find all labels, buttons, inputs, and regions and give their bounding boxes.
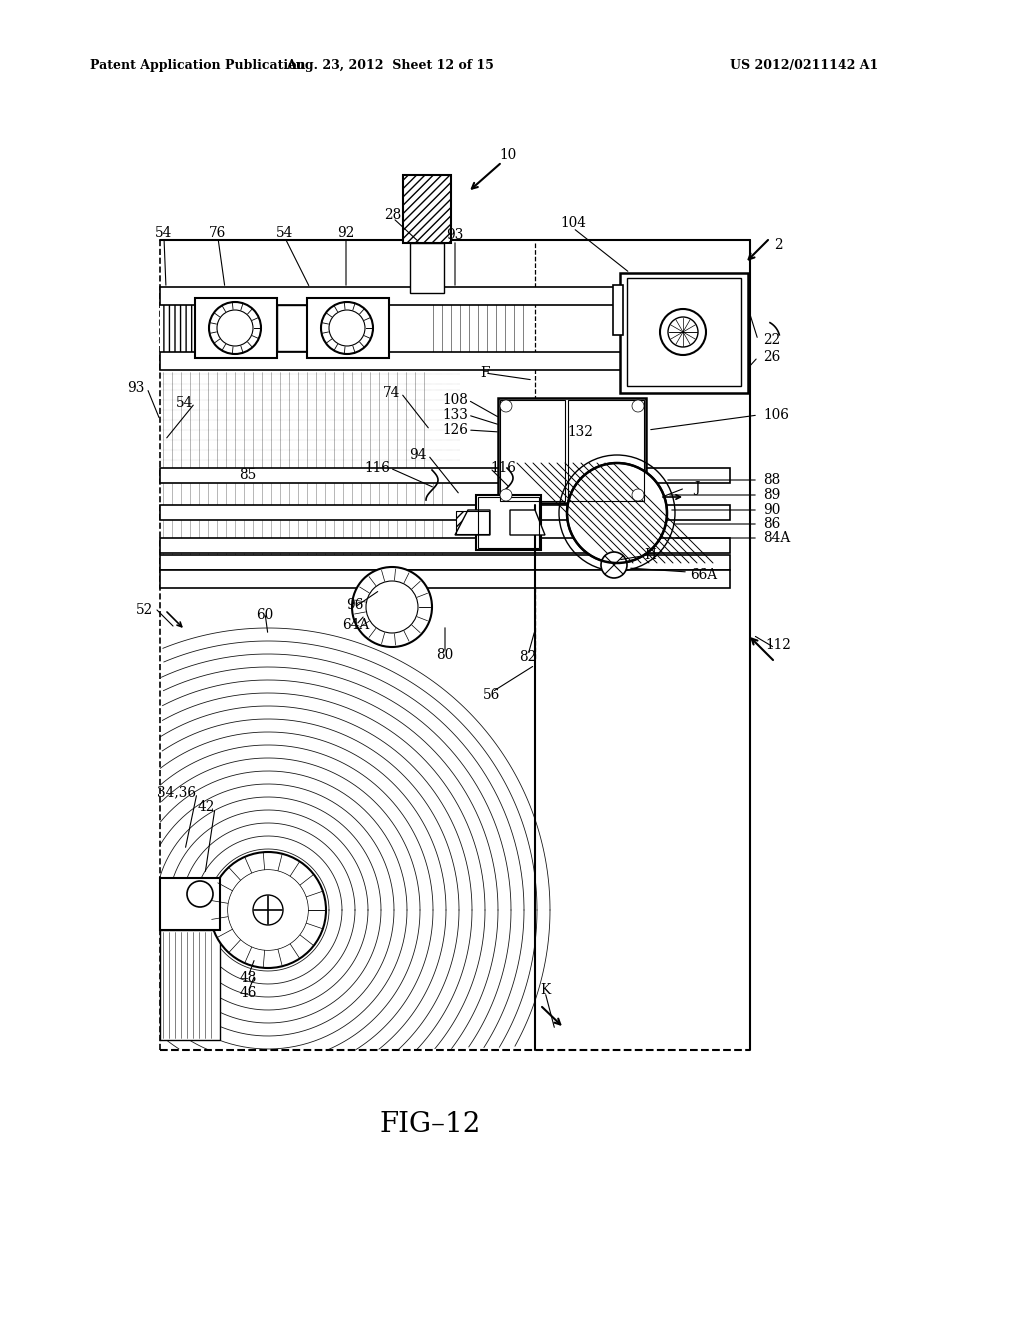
Circle shape xyxy=(632,488,644,502)
Bar xyxy=(160,539,730,553)
Text: Aug. 23, 2012  Sheet 12 of 15: Aug. 23, 2012 Sheet 12 of 15 xyxy=(286,58,494,71)
Bar xyxy=(627,279,741,385)
Text: 66A: 66A xyxy=(690,568,717,582)
Text: 86: 86 xyxy=(763,517,780,531)
Circle shape xyxy=(217,310,253,346)
Circle shape xyxy=(210,851,326,968)
Text: 28: 28 xyxy=(384,209,401,222)
Bar xyxy=(627,279,741,385)
Bar xyxy=(500,400,565,502)
Text: 60: 60 xyxy=(256,609,273,622)
Circle shape xyxy=(228,870,308,950)
Text: 54: 54 xyxy=(176,396,193,411)
Text: Patent Application Publication: Patent Application Publication xyxy=(90,58,305,71)
Text: 54: 54 xyxy=(156,226,173,240)
Text: 2: 2 xyxy=(774,238,782,252)
Bar xyxy=(160,931,220,1040)
Text: 116: 116 xyxy=(365,461,390,475)
Circle shape xyxy=(500,400,512,412)
Text: 64A: 64A xyxy=(342,618,370,632)
Bar xyxy=(478,498,539,548)
Bar xyxy=(195,298,278,358)
Bar xyxy=(307,298,389,358)
Bar xyxy=(410,243,444,293)
Text: 76: 76 xyxy=(209,226,226,240)
Circle shape xyxy=(668,317,698,347)
Bar xyxy=(403,176,451,243)
Text: K: K xyxy=(540,983,550,997)
Text: 92: 92 xyxy=(337,226,354,240)
Text: 54: 54 xyxy=(276,226,294,240)
Text: 48: 48 xyxy=(240,972,257,985)
Text: 89: 89 xyxy=(763,488,780,502)
Text: H: H xyxy=(644,548,656,562)
Bar xyxy=(456,511,489,535)
Circle shape xyxy=(366,581,418,634)
Polygon shape xyxy=(455,510,490,535)
Text: 46: 46 xyxy=(240,986,257,1001)
Circle shape xyxy=(187,880,213,907)
Text: 80: 80 xyxy=(436,648,454,663)
Text: 84A: 84A xyxy=(763,531,791,545)
Text: F: F xyxy=(480,366,489,380)
Bar xyxy=(613,285,623,335)
Text: 26: 26 xyxy=(763,350,780,364)
Text: 22: 22 xyxy=(763,333,780,347)
Text: 94: 94 xyxy=(410,447,427,462)
Circle shape xyxy=(567,463,667,564)
Text: 85: 85 xyxy=(240,469,257,482)
Text: 10: 10 xyxy=(500,148,517,162)
Bar xyxy=(568,400,644,502)
Text: 108: 108 xyxy=(442,393,468,407)
Text: 112: 112 xyxy=(765,638,791,652)
Circle shape xyxy=(352,568,432,647)
Circle shape xyxy=(632,400,644,412)
Bar xyxy=(456,511,489,535)
Bar xyxy=(500,400,565,502)
Text: 74: 74 xyxy=(383,385,400,400)
Text: 90: 90 xyxy=(763,503,780,517)
Circle shape xyxy=(500,488,512,502)
Text: J: J xyxy=(694,480,699,495)
Bar xyxy=(160,506,730,520)
Bar xyxy=(160,570,730,587)
Bar xyxy=(498,399,646,503)
Text: 106: 106 xyxy=(763,408,788,422)
Circle shape xyxy=(253,895,283,925)
Bar xyxy=(160,878,220,931)
Text: 93: 93 xyxy=(446,228,464,242)
Bar xyxy=(160,554,730,570)
Text: US 2012/0211142 A1: US 2012/0211142 A1 xyxy=(730,58,879,71)
Bar xyxy=(620,273,748,393)
Circle shape xyxy=(228,870,308,950)
Bar xyxy=(478,498,539,548)
Circle shape xyxy=(209,302,261,354)
Bar xyxy=(160,305,340,352)
Text: 132: 132 xyxy=(567,425,593,440)
Text: 133: 133 xyxy=(442,408,468,422)
Bar xyxy=(278,305,341,351)
Bar xyxy=(476,495,541,550)
Text: 96: 96 xyxy=(346,598,364,612)
Text: 93: 93 xyxy=(128,381,145,395)
Text: 104: 104 xyxy=(560,216,586,230)
Bar xyxy=(160,352,730,370)
Bar xyxy=(568,400,644,502)
Circle shape xyxy=(321,302,373,354)
Text: 88: 88 xyxy=(763,473,780,487)
Circle shape xyxy=(329,310,365,346)
Text: 116: 116 xyxy=(490,461,516,475)
Circle shape xyxy=(660,309,706,355)
Bar xyxy=(160,469,730,483)
Text: 56: 56 xyxy=(483,688,501,702)
Text: 34,36: 34,36 xyxy=(157,785,196,799)
Text: FIG–12: FIG–12 xyxy=(379,1111,480,1138)
Text: 82: 82 xyxy=(519,649,537,664)
Text: 52: 52 xyxy=(136,603,153,616)
Polygon shape xyxy=(510,510,545,535)
Circle shape xyxy=(601,552,627,578)
Text: 126: 126 xyxy=(442,422,468,437)
Text: 42: 42 xyxy=(198,800,215,814)
Bar xyxy=(160,286,730,305)
